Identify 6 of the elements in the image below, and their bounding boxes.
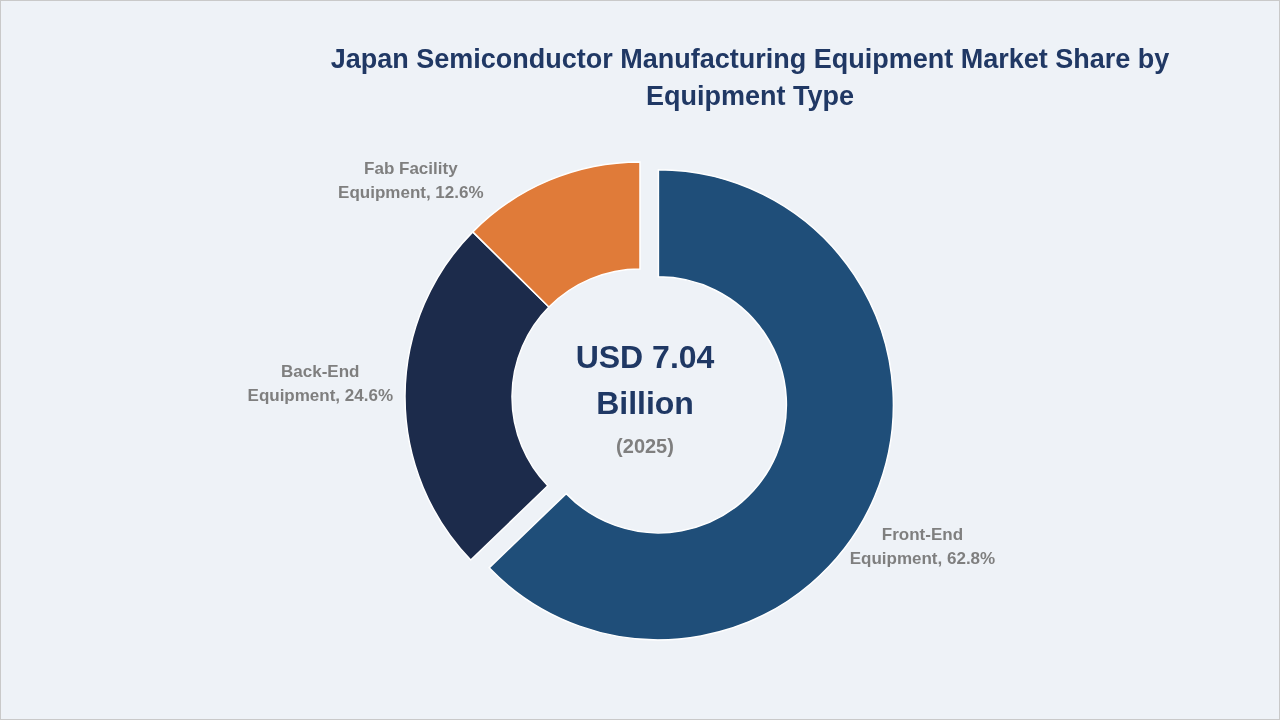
slice-label: Fab Facility Equipment, 12.6% [338, 158, 484, 202]
slice-label: Back-End Equipment, 24.6% [247, 361, 394, 405]
text: (2025) [616, 435, 674, 457]
slice-label: Front-End Equipment, 62.8% [849, 525, 996, 569]
chart-title: Japan Semiconductor Manufacturing Equipment Market Share by Equipment Type [330, 44, 1170, 111]
text: USD 7.04 Billion [575, 339, 715, 421]
